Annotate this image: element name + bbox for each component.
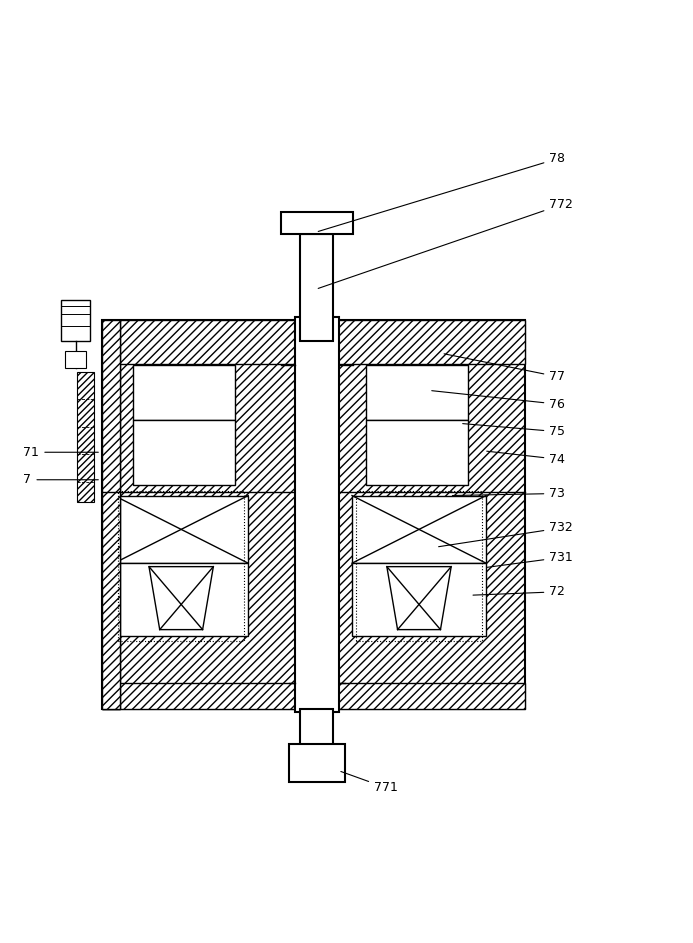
Text: 73: 73 xyxy=(453,487,565,500)
Bar xyxy=(367,365,468,420)
Text: 72: 72 xyxy=(473,586,565,598)
Text: 732: 732 xyxy=(439,521,573,547)
Bar xyxy=(103,321,525,364)
Bar xyxy=(65,351,86,369)
Text: 78: 78 xyxy=(318,152,565,231)
Polygon shape xyxy=(149,567,213,630)
Text: 771: 771 xyxy=(341,771,398,794)
Bar xyxy=(352,563,486,637)
Bar xyxy=(281,212,353,234)
Bar xyxy=(119,491,244,640)
Bar xyxy=(352,496,486,563)
Text: 75: 75 xyxy=(463,423,565,438)
Bar xyxy=(356,491,482,640)
Text: 71: 71 xyxy=(24,446,98,458)
Bar xyxy=(77,372,94,503)
Bar xyxy=(103,321,120,709)
Bar xyxy=(295,317,340,712)
Bar xyxy=(61,300,90,340)
Text: 772: 772 xyxy=(318,198,573,289)
Bar xyxy=(301,709,333,777)
Bar xyxy=(289,744,345,783)
Bar xyxy=(114,496,248,563)
Bar xyxy=(103,683,525,709)
Bar xyxy=(114,563,248,637)
Text: 74: 74 xyxy=(486,451,565,466)
Bar xyxy=(103,321,120,709)
Text: 76: 76 xyxy=(432,390,565,410)
Polygon shape xyxy=(387,567,451,630)
Bar xyxy=(133,420,235,486)
Bar xyxy=(301,234,333,340)
Bar xyxy=(103,321,525,709)
Text: 731: 731 xyxy=(486,551,573,568)
Text: 7: 7 xyxy=(24,473,98,487)
Bar xyxy=(133,365,235,420)
Bar xyxy=(367,420,468,486)
Text: 77: 77 xyxy=(444,354,565,383)
